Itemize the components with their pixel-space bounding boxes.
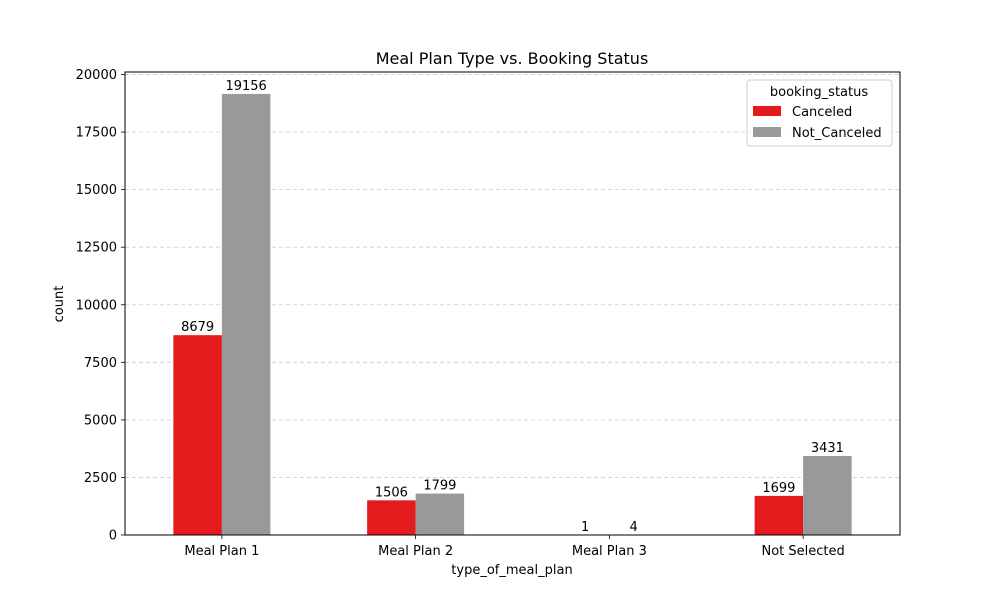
y-tick-label: 12500 xyxy=(76,241,117,256)
bar-canceled xyxy=(173,335,222,535)
bar-value-label: 3431 xyxy=(811,441,844,456)
bar-canceled xyxy=(754,495,804,535)
bar-not-canceled xyxy=(803,456,852,535)
y-tick-label: 2500 xyxy=(84,471,117,486)
bar-value-label: 1506 xyxy=(375,485,408,500)
bar-value-label: 19156 xyxy=(225,79,266,94)
legend: booking_status Canceled Not_Canceled xyxy=(746,79,893,147)
bar-not-canceled xyxy=(415,493,465,535)
y-axis-label: count xyxy=(52,286,67,323)
legend-title: booking_status xyxy=(770,85,868,100)
y-axis: 0 2500 5000 7500 10000 12500 15000 17500 20000 xyxy=(76,68,125,544)
legend-items: Canceled Not_Canceled xyxy=(753,105,882,141)
legend-box xyxy=(746,79,893,147)
bar-not-canceled xyxy=(221,93,271,535)
x-tick-label: Meal Plan 3 xyxy=(572,544,647,559)
legend-swatch xyxy=(753,106,781,116)
x-tick-label: Not Selected xyxy=(761,544,844,559)
x-tick-label: Meal Plan 2 xyxy=(378,544,453,559)
y-tick-label: 17500 xyxy=(76,126,117,141)
x-tick-label: Meal Plan 1 xyxy=(184,544,259,559)
legend-label: Canceled xyxy=(792,105,852,120)
bar-value-label: 1799 xyxy=(423,479,456,494)
bars-group xyxy=(173,93,852,535)
y-tick-label: 15000 xyxy=(76,183,117,198)
bar-value-label: 1 xyxy=(581,520,589,535)
bar-canceled xyxy=(367,500,416,535)
data-labels-group: 8679 1506 1 1699 19156 1799 4 3431 xyxy=(181,79,844,535)
y-tick-label: 7500 xyxy=(84,356,117,371)
y-tick-label: 5000 xyxy=(84,413,117,428)
chart-title: Meal Plan Type vs. Booking Status xyxy=(376,49,649,68)
y-tick-label: 20000 xyxy=(76,68,117,83)
x-axis-label: type_of_meal_plan xyxy=(451,563,572,578)
legend-swatch xyxy=(753,127,781,137)
bar-value-label: 4 xyxy=(629,520,637,535)
legend-label: Not_Canceled xyxy=(792,126,882,141)
plot-frame xyxy=(124,71,901,536)
y-tick-label: 0 xyxy=(109,529,117,544)
x-axis: Meal Plan 1 Meal Plan 2 Meal Plan 3 Not Sel… xyxy=(184,535,845,559)
bar-value-label: 1699 xyxy=(762,481,795,496)
y-tick-label: 10000 xyxy=(76,298,117,313)
bar-value-label: 8679 xyxy=(181,320,214,335)
